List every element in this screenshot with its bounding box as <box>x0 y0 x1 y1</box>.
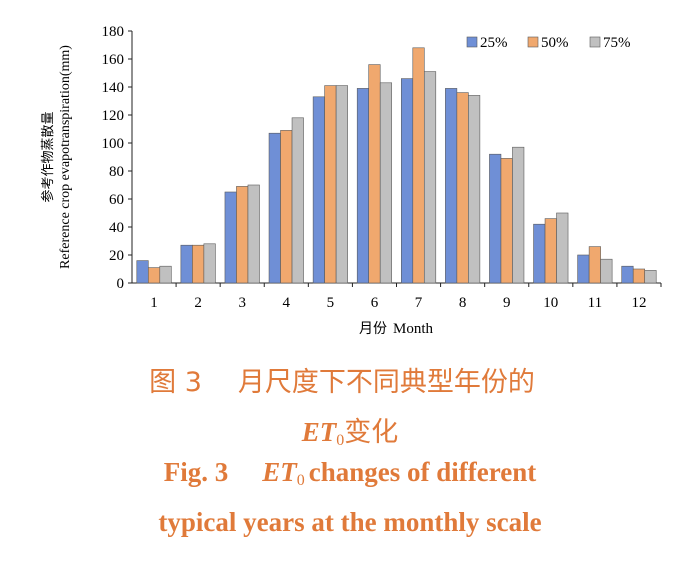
y-tick-label: 0 <box>117 276 125 292</box>
caption-cn-fig: 图 3 <box>149 367 202 398</box>
bar-25pct-month-11 <box>577 254 590 284</box>
bar-75pct-month-6 <box>379 82 393 284</box>
bar-75pct-month-10 <box>556 212 569 284</box>
legend-swatch-50pct <box>527 36 539 48</box>
caption-en-tail: changes of different <box>308 457 537 487</box>
caption-en-line2: typical years at the monthly scale <box>0 507 700 538</box>
bar-50pct-month-4 <box>280 130 293 284</box>
bar-75pct-month-4 <box>291 117 304 284</box>
x-tick-label: 10 <box>543 295 558 311</box>
bar-50pct-month-12 <box>632 268 646 284</box>
bar-50pct-month-1 <box>147 267 161 284</box>
x-tick-label: 8 <box>459 295 467 311</box>
x-tick-label: 7 <box>415 295 423 311</box>
bar-25pct-month-8 <box>445 88 458 284</box>
x-tick-label: 1 <box>150 295 158 311</box>
y-tick-label: 120 <box>102 108 125 124</box>
x-tick-label: 3 <box>238 295 246 311</box>
bar-25pct-month-3 <box>224 191 237 284</box>
y-tick-label: 100 <box>102 136 125 152</box>
x-tick-label: 11 <box>588 295 602 311</box>
y-tick-label: 160 <box>102 52 125 68</box>
caption-en-line2-text: typical years at the monthly scale <box>158 507 542 537</box>
bar-75pct-month-9 <box>512 146 525 284</box>
bar-25pct-month-2 <box>180 244 193 284</box>
x-tick-label: 12 <box>631 295 646 311</box>
legend-swatch-75pct <box>589 36 601 48</box>
y-tick-label: 140 <box>102 80 125 96</box>
caption-cn-line1: 图 3 月尺度下不同典型年份的 <box>0 360 692 399</box>
caption-cn-et: ET <box>301 417 337 447</box>
caption-cn-tail: 变化 <box>344 417 399 448</box>
x-tick-label: 6 <box>371 295 379 311</box>
bar-50pct-month-8 <box>456 92 469 284</box>
y-tick-label: 20 <box>109 248 124 264</box>
x-tick-label: 5 <box>327 295 335 311</box>
y-axis-title-en: Reference crop evapotranspiration(mm) <box>58 45 73 269</box>
legend-swatch-25pct <box>466 36 478 48</box>
x-tick-label: 4 <box>283 295 291 311</box>
bar-50pct-month-7 <box>412 47 425 284</box>
bar-75pct-month-5 <box>335 85 348 284</box>
bar-25pct-month-9 <box>489 153 502 284</box>
bar-25pct-month-10 <box>533 223 546 284</box>
bar-50pct-month-10 <box>544 218 557 284</box>
caption-en-sub: 0 <box>296 472 305 489</box>
caption-en-line1: Fig. 3 ET0 changes of different <box>0 457 700 490</box>
bar-25pct-month-6 <box>356 88 370 284</box>
y-tick-label: 180 <box>102 24 125 40</box>
bar-25pct-month-4 <box>268 132 281 284</box>
bar-50pct-month-3 <box>236 186 249 284</box>
legend-label-50pct: 50% <box>541 35 569 51</box>
x-tick-label: 9 <box>503 295 511 311</box>
caption-en-et: ET <box>262 457 297 487</box>
bar-75pct-month-12 <box>644 270 657 284</box>
caption-cn-line2: ET0变化 <box>0 410 700 450</box>
bar-25pct-month-12 <box>621 265 634 284</box>
bar-25pct-month-1 <box>136 260 149 284</box>
bar-75pct-month-1 <box>159 265 172 284</box>
bar-50pct-month-6 <box>368 64 381 284</box>
y-axis-title: 参考作物蒸散量 Reference crop evapotranspiration… <box>40 45 73 269</box>
bar-75pct-month-3 <box>247 184 260 284</box>
y-tick-label: 80 <box>109 164 124 180</box>
y-tick-label: 60 <box>109 192 124 208</box>
legend-label-25pct: 25% <box>480 35 508 51</box>
bar-50pct-month-5 <box>324 85 337 284</box>
bar-75pct-month-2 <box>203 243 216 284</box>
bar-25pct-month-5 <box>312 96 325 284</box>
y-axis-title-cn: 参考作物蒸散量 <box>40 111 56 202</box>
legend: 25% 50% 75% <box>466 35 631 51</box>
bar-75pct-month-7 <box>423 71 437 284</box>
bar-50pct-month-11 <box>588 246 601 284</box>
y-tick-label: 40 <box>109 220 124 236</box>
caption-en-fig: Fig. 3 <box>163 457 229 487</box>
caption-cn-sub: 0 <box>336 432 345 449</box>
legend-label-75pct: 75% <box>603 35 631 51</box>
x-tick-label: 2 <box>194 295 202 311</box>
bar-75pct-month-11 <box>600 258 613 284</box>
bar-50pct-month-2 <box>192 244 205 284</box>
caption-cn-text: 月尺度下不同典型年份的 <box>237 367 535 398</box>
bar-75pct-month-8 <box>468 95 481 284</box>
x-axis-title-cn: 月份 <box>359 321 387 337</box>
x-axis-title: 月份 Month <box>359 321 434 337</box>
x-axis-title-en: Month <box>393 321 434 337</box>
bar-50pct-month-9 <box>500 158 513 284</box>
bar-25pct-month-7 <box>400 78 414 284</box>
